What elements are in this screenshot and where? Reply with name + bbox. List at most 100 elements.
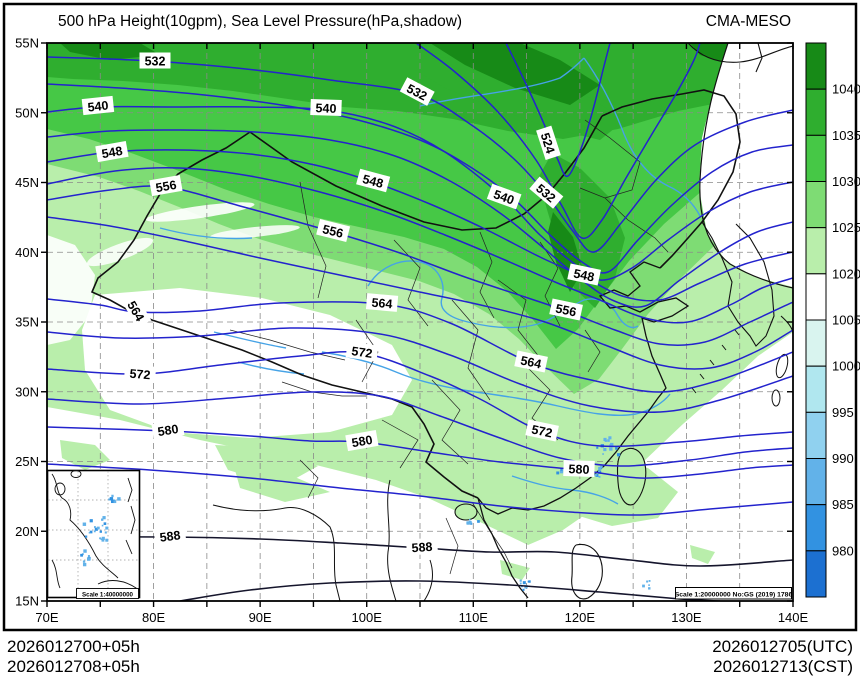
- contour-label: 540: [81, 95, 115, 116]
- south-china-sea-inset: Scale 1:40000000: [46, 469, 141, 599]
- colorbar-tick-label: 1000: [832, 359, 860, 374]
- contour-label: 580: [151, 419, 185, 440]
- pressure-colorbar: 1040 1035 1030 1025 1020 1005 1000 995 990 985 980: [805, 42, 860, 598]
- svg-text:580: 580: [351, 433, 374, 450]
- svg-text:580: 580: [157, 422, 180, 439]
- page-title: 500 hPa Height(10gpm), Sea Level Pressur…: [58, 13, 462, 30]
- contour-label: 532: [139, 52, 171, 69]
- contour-label: 572: [525, 419, 559, 442]
- height-contour: [47, 56, 793, 253]
- valid-time-cst: 2026012713(CST): [713, 657, 853, 676]
- svg-text:548: 548: [361, 172, 385, 191]
- svg-text:572: 572: [530, 422, 553, 440]
- lon-axis-label: 70E: [35, 610, 58, 625]
- height-contour: [47, 426, 793, 479]
- svg-text:572: 572: [129, 367, 151, 383]
- national-border-west: [90, 131, 479, 499]
- height-contour: [179, 580, 721, 601]
- contour-label: 564: [514, 350, 548, 373]
- contour-label: 588: [153, 525, 187, 546]
- main-scale-box: [675, 587, 792, 600]
- svg-text:548: 548: [101, 144, 124, 161]
- height-contour: [505, 43, 611, 178]
- colorbar-tick-label: 985: [832, 497, 854, 512]
- axes-layer: 70E 80E 90E 100E 110E 120E 130E 140E 55N 50N 45N 40…: [15, 36, 808, 626]
- contour-label: 556: [316, 219, 351, 243]
- main-scale: Scale 1:20000000 No:GS (2019) 1786: [675, 587, 792, 600]
- valid-time-utc: 2026012705(UTC): [712, 637, 853, 656]
- lon-axis-label: 80E: [142, 610, 165, 625]
- burma-coastline: [387, 479, 397, 601]
- colorbar-tick-label: 980: [832, 543, 854, 558]
- inset-border: [46, 469, 141, 599]
- height-contours-layer: [47, 43, 793, 601]
- svg-text:540: 540: [492, 187, 516, 207]
- colorbar-tick-label: 1025: [832, 220, 860, 235]
- svg-text:588: 588: [411, 540, 433, 555]
- svg-text:540: 540: [315, 101, 336, 116]
- contour-label: 588: [405, 537, 438, 556]
- height-contour: [47, 463, 793, 516]
- contour-label: 524: [536, 125, 561, 161]
- contour-label: 572: [123, 364, 157, 383]
- lon-axis-label: 100E: [352, 610, 383, 625]
- river: [419, 57, 585, 107]
- inset-scale-box: [76, 588, 139, 599]
- inset-gridlines: [48, 471, 139, 597]
- contour-label: 540: [310, 98, 342, 117]
- colorbar-tick-label: 1035: [832, 128, 860, 143]
- china-coastline: [477, 261, 690, 599]
- lat-axis-label: 50N: [15, 105, 39, 120]
- svg-text:588: 588: [159, 528, 181, 544]
- svg-text:564: 564: [371, 296, 393, 312]
- russia-coastline: [687, 43, 793, 63]
- lat-axis-label: 55N: [15, 36, 39, 51]
- svg-text:556: 556: [155, 178, 178, 195]
- height-contour: [47, 216, 793, 370]
- colorbar-tick-label: 1040: [832, 82, 860, 97]
- lon-axis-label: 110E: [459, 610, 489, 625]
- river-yangtze: [321, 351, 671, 416]
- map-plot-area: 5325405485565325405485565245325405485565…: [47, 43, 793, 601]
- colorbar-tick-label: 995: [832, 405, 854, 420]
- svg-text:556: 556: [321, 222, 345, 241]
- outer-border: [2, 2, 858, 632]
- river-yellow: [367, 260, 639, 329]
- contour-label: 572: [345, 341, 379, 362]
- height-contour: [47, 327, 793, 413]
- bengal-coastline: [212, 504, 341, 601]
- model-name-label: CMA-MESO: [706, 13, 791, 30]
- colorbar-tick-label: 990: [832, 451, 854, 466]
- coastline-border-layer: [90, 43, 793, 601]
- height-contour: [47, 536, 793, 567]
- height-contour: [47, 166, 793, 324]
- contour-label: 556: [149, 174, 183, 197]
- contour-label: 548: [356, 168, 391, 193]
- init-time-cst: 2026012708+05h: [7, 657, 140, 676]
- slp-black-contour: [699, 43, 793, 289]
- inset-coastlines: [51, 470, 137, 594]
- lat-axis-label: 35N: [15, 315, 39, 330]
- contour-label: 580: [345, 429, 379, 452]
- national-border-mongolia: [249, 115, 603, 231]
- contour-labels-layer: 5325405485565325405485565245325405485565…: [81, 52, 601, 556]
- lat-axis-label: 20N: [15, 524, 39, 539]
- svg-text:548: 548: [572, 266, 595, 284]
- hainan-island: [454, 503, 478, 521]
- init-time-utc: 2026012700+05h: [7, 637, 140, 656]
- low-pressure-white-regions: [47, 43, 793, 438]
- colorbar-tick-label: 1020: [832, 266, 860, 281]
- svg-text:580: 580: [568, 462, 589, 477]
- lat-axis-label: 40N: [15, 245, 39, 260]
- korea-coastline: [701, 221, 775, 347]
- luzon-island: [571, 543, 603, 600]
- height-contour: [415, 43, 701, 240]
- lon-axis-label: 140E: [778, 610, 809, 625]
- height-contour: [47, 149, 793, 302]
- colorbar-tick-label: 1030: [832, 174, 860, 189]
- contour-label: 548: [567, 263, 601, 286]
- height-contour: [47, 129, 793, 308]
- national-border-ne: [601, 89, 741, 269]
- lon-axis-label: 130E: [671, 610, 702, 625]
